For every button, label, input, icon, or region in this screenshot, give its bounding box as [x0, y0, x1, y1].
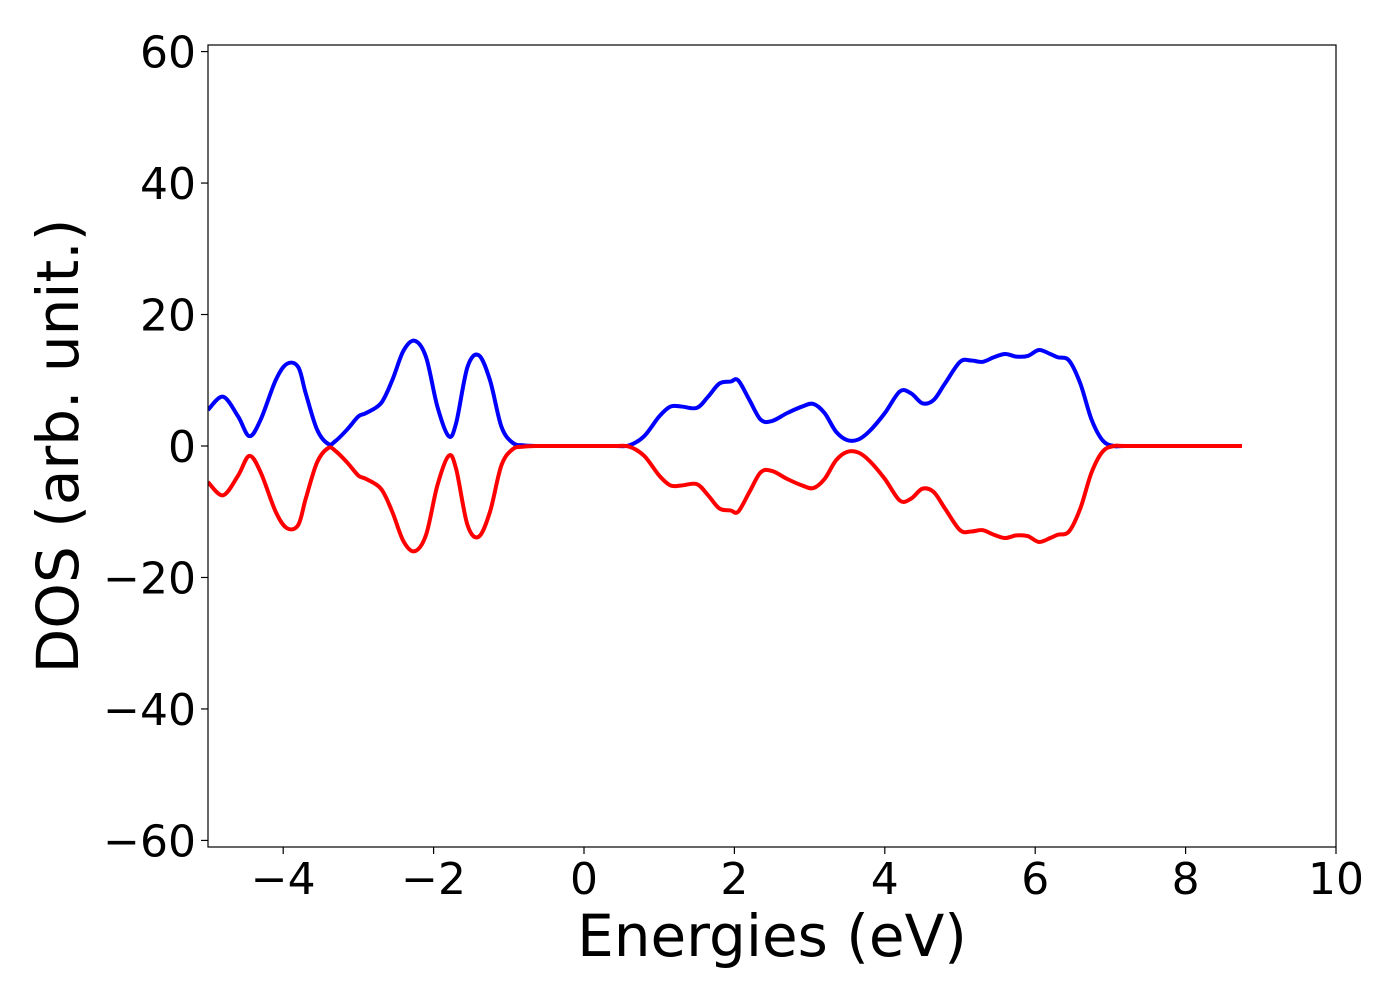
y-tick-label: −40 — [103, 685, 196, 736]
x-tick-label: −2 — [401, 854, 466, 905]
series-layer — [208, 338, 1242, 554]
x-axis-ticks: −4 −2 0 2 4 6 8 10 — [251, 847, 1364, 905]
x-tick-label: −4 — [251, 854, 316, 905]
y-tick-label: −20 — [103, 553, 196, 604]
y-axis-label: DOS (arb. unit.) — [24, 219, 92, 674]
x-axis-label: Energies (eV) — [577, 902, 967, 970]
y-tick-label: 0 — [168, 422, 196, 473]
x-tick-label: 4 — [871, 854, 899, 905]
x-tick-label: 6 — [1021, 854, 1049, 905]
x-tick-label: 2 — [720, 854, 748, 905]
y-axis-ticks: 60 40 20 0 −20 −40 −60 — [103, 28, 208, 867]
y-tick-label: 40 — [140, 159, 196, 210]
x-tick-label: 0 — [570, 854, 598, 905]
y-tick-label: −60 — [103, 816, 196, 867]
x-tick-label: 8 — [1172, 854, 1200, 905]
x-tick-label: 10 — [1308, 854, 1364, 905]
series-line-1 — [208, 338, 1242, 449]
y-tick-label: 60 — [140, 28, 196, 79]
y-tick-label: 20 — [140, 291, 196, 342]
series-line-2 — [208, 443, 1242, 554]
